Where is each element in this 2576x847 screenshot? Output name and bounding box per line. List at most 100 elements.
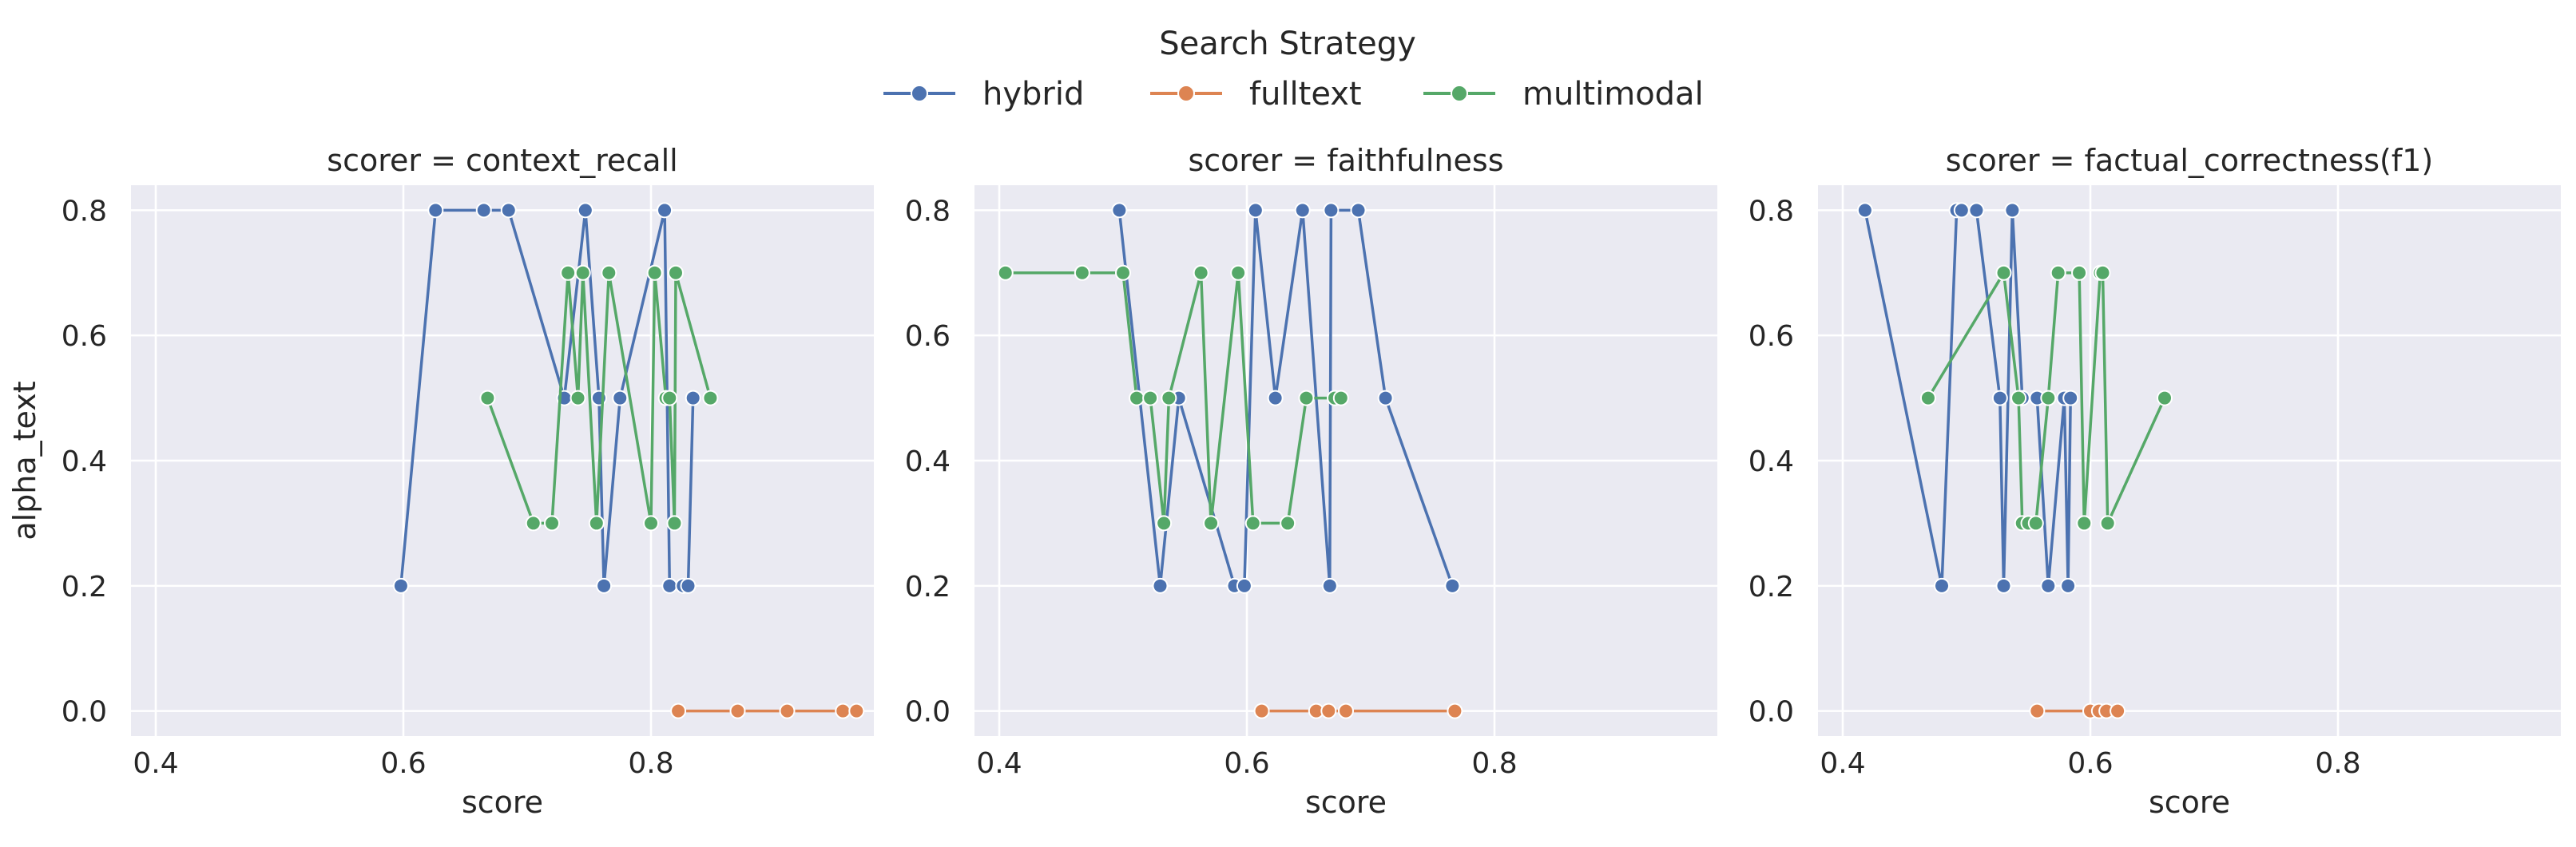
y-tick-label: 0.8: [1748, 195, 1794, 228]
x-tick-label: 0.6: [380, 747, 426, 780]
series-fulltext: [1253, 703, 1463, 719]
legend-label-hybrid: hybrid: [982, 76, 1084, 113]
legend-marker-hybrid: [911, 85, 928, 102]
data-point-multimodal: [570, 390, 586, 406]
data-point-hybrid: [1111, 202, 1128, 219]
x-tick-label: 0.4: [133, 747, 178, 780]
panel-title: scorer = faithfulness: [1188, 143, 1503, 178]
panel-3: 0.4 0.6 0.8 0.0 0.2 0.4 0.6 0.8 scorer = factual…: [1748, 143, 2561, 820]
data-point-fulltext: [670, 703, 687, 719]
data-point-multimodal: [525, 515, 542, 532]
data-point-fulltext: [729, 703, 746, 719]
legend: Search Strategy hybrid fulltext multimod…: [883, 26, 1704, 113]
data-point-hybrid: [1934, 577, 1950, 594]
data-point-hybrid: [475, 202, 492, 219]
data-point-multimodal: [1919, 390, 1936, 406]
data-point-hybrid: [2004, 202, 2021, 219]
data-point-multimodal: [1193, 264, 1209, 281]
data-point-hybrid: [577, 202, 593, 219]
data-point-hybrid: [685, 390, 701, 406]
data-point-multimodal: [1332, 390, 1349, 406]
data-point-fulltext: [2029, 703, 2046, 719]
facet-panels: 0.4 0.6 0.8 0.0 0.2 0.4 0.6 0.8 scorer = context…: [7, 143, 2561, 820]
data-point-hybrid: [1323, 202, 1340, 219]
y-tick-label: 0.4: [62, 445, 107, 478]
data-point-hybrid: [680, 577, 697, 594]
data-point-hybrid: [1444, 577, 1461, 594]
data-point-multimodal: [643, 515, 659, 532]
y-tick-label: 0.2: [905, 571, 951, 604]
y-tick-label: 0.6: [905, 320, 951, 353]
data-point-fulltext: [2110, 703, 2126, 719]
data-point-hybrid: [1350, 202, 1367, 219]
data-point-hybrid: [1995, 577, 2012, 594]
legend-label-fulltext: fulltext: [1249, 76, 1362, 113]
legend-marker-multimodal: [1451, 85, 1468, 102]
panel-1: 0.4 0.6 0.8 0.0 0.2 0.4 0.6 0.8 scorer = context…: [7, 143, 874, 820]
data-point-hybrid: [500, 202, 517, 219]
data-point-hybrid: [1152, 577, 1169, 594]
data-point-multimodal: [588, 515, 605, 532]
legend-entry-hybrid: hybrid: [883, 76, 1084, 113]
series-multimodal: [479, 264, 719, 532]
data-point-fulltext: [1338, 703, 1354, 719]
y-axis-label: alpha_text: [7, 381, 42, 540]
series-fulltext: [670, 703, 865, 719]
data-point-multimodal: [2094, 264, 2111, 281]
y-tick-label: 0.6: [62, 320, 107, 353]
legend-entry-fulltext: fulltext: [1150, 76, 1362, 113]
y-tick-label: 0.8: [905, 195, 951, 228]
data-point-multimodal: [1142, 390, 1159, 406]
x-tick-label: 0.4: [976, 747, 1022, 780]
data-point-multimodal: [574, 264, 591, 281]
legend-title: Search Strategy: [1159, 26, 1416, 62]
x-tick-label: 0.8: [2315, 747, 2360, 780]
series-fulltext: [2029, 703, 2126, 719]
data-point-hybrid: [1856, 202, 1873, 219]
x-tick-label: 0.8: [1471, 747, 1517, 780]
data-point-multimodal: [2050, 264, 2066, 281]
data-point-hybrid: [1294, 202, 1311, 219]
data-point-hybrid: [2060, 577, 2077, 594]
y-tick-label: 0.2: [62, 571, 107, 604]
data-point-multimodal: [560, 264, 577, 281]
data-point-hybrid: [1247, 202, 1264, 219]
data-point-multimodal: [2010, 390, 2027, 406]
y-tick-label: 0.4: [1748, 445, 1794, 478]
x-tick-label: 0.6: [1224, 747, 1269, 780]
data-point-multimodal: [646, 264, 663, 281]
data-point-multimodal: [702, 390, 719, 406]
data-point-multimodal: [601, 264, 617, 281]
legend-entry-multimodal: multimodal: [1423, 76, 1704, 113]
y-tick-label: 0.0: [1748, 696, 1794, 729]
series-hybrid: [1111, 202, 1461, 594]
data-point-multimodal: [997, 264, 1014, 281]
legend-label-multimodal: multimodal: [1522, 76, 1704, 113]
x-axis-label: score: [1305, 785, 1387, 820]
x-tick-label: 0.4: [1820, 747, 1865, 780]
data-point-multimodal: [2099, 515, 2116, 532]
data-point-multimodal: [1074, 264, 1090, 281]
y-tick-label: 0.0: [62, 696, 107, 729]
panel-title: scorer = context_recall: [327, 143, 677, 178]
data-point-multimodal: [666, 515, 683, 532]
data-point-multimodal: [2027, 515, 2044, 532]
data-point-hybrid: [612, 390, 629, 406]
data-point-fulltext: [848, 703, 865, 719]
data-point-hybrid: [596, 577, 613, 594]
y-tick-label: 0.4: [905, 445, 951, 478]
series-multimodal: [1919, 264, 2173, 532]
data-point-multimodal: [2076, 515, 2093, 532]
data-point-multimodal: [1244, 515, 1261, 532]
panel-title: scorer = factual_correctness(f1): [1946, 143, 2433, 178]
data-point-multimodal: [1280, 515, 1296, 532]
y-tick-label: 0.8: [62, 195, 107, 228]
series-hybrid: [1856, 202, 2079, 594]
data-point-multimodal: [2157, 390, 2173, 406]
data-point-hybrid: [1236, 577, 1252, 594]
data-point-hybrid: [657, 202, 673, 219]
y-tick-label: 0.2: [1748, 571, 1794, 604]
x-tick-label: 0.6: [2067, 747, 2113, 780]
data-point-multimodal: [1161, 390, 1177, 406]
